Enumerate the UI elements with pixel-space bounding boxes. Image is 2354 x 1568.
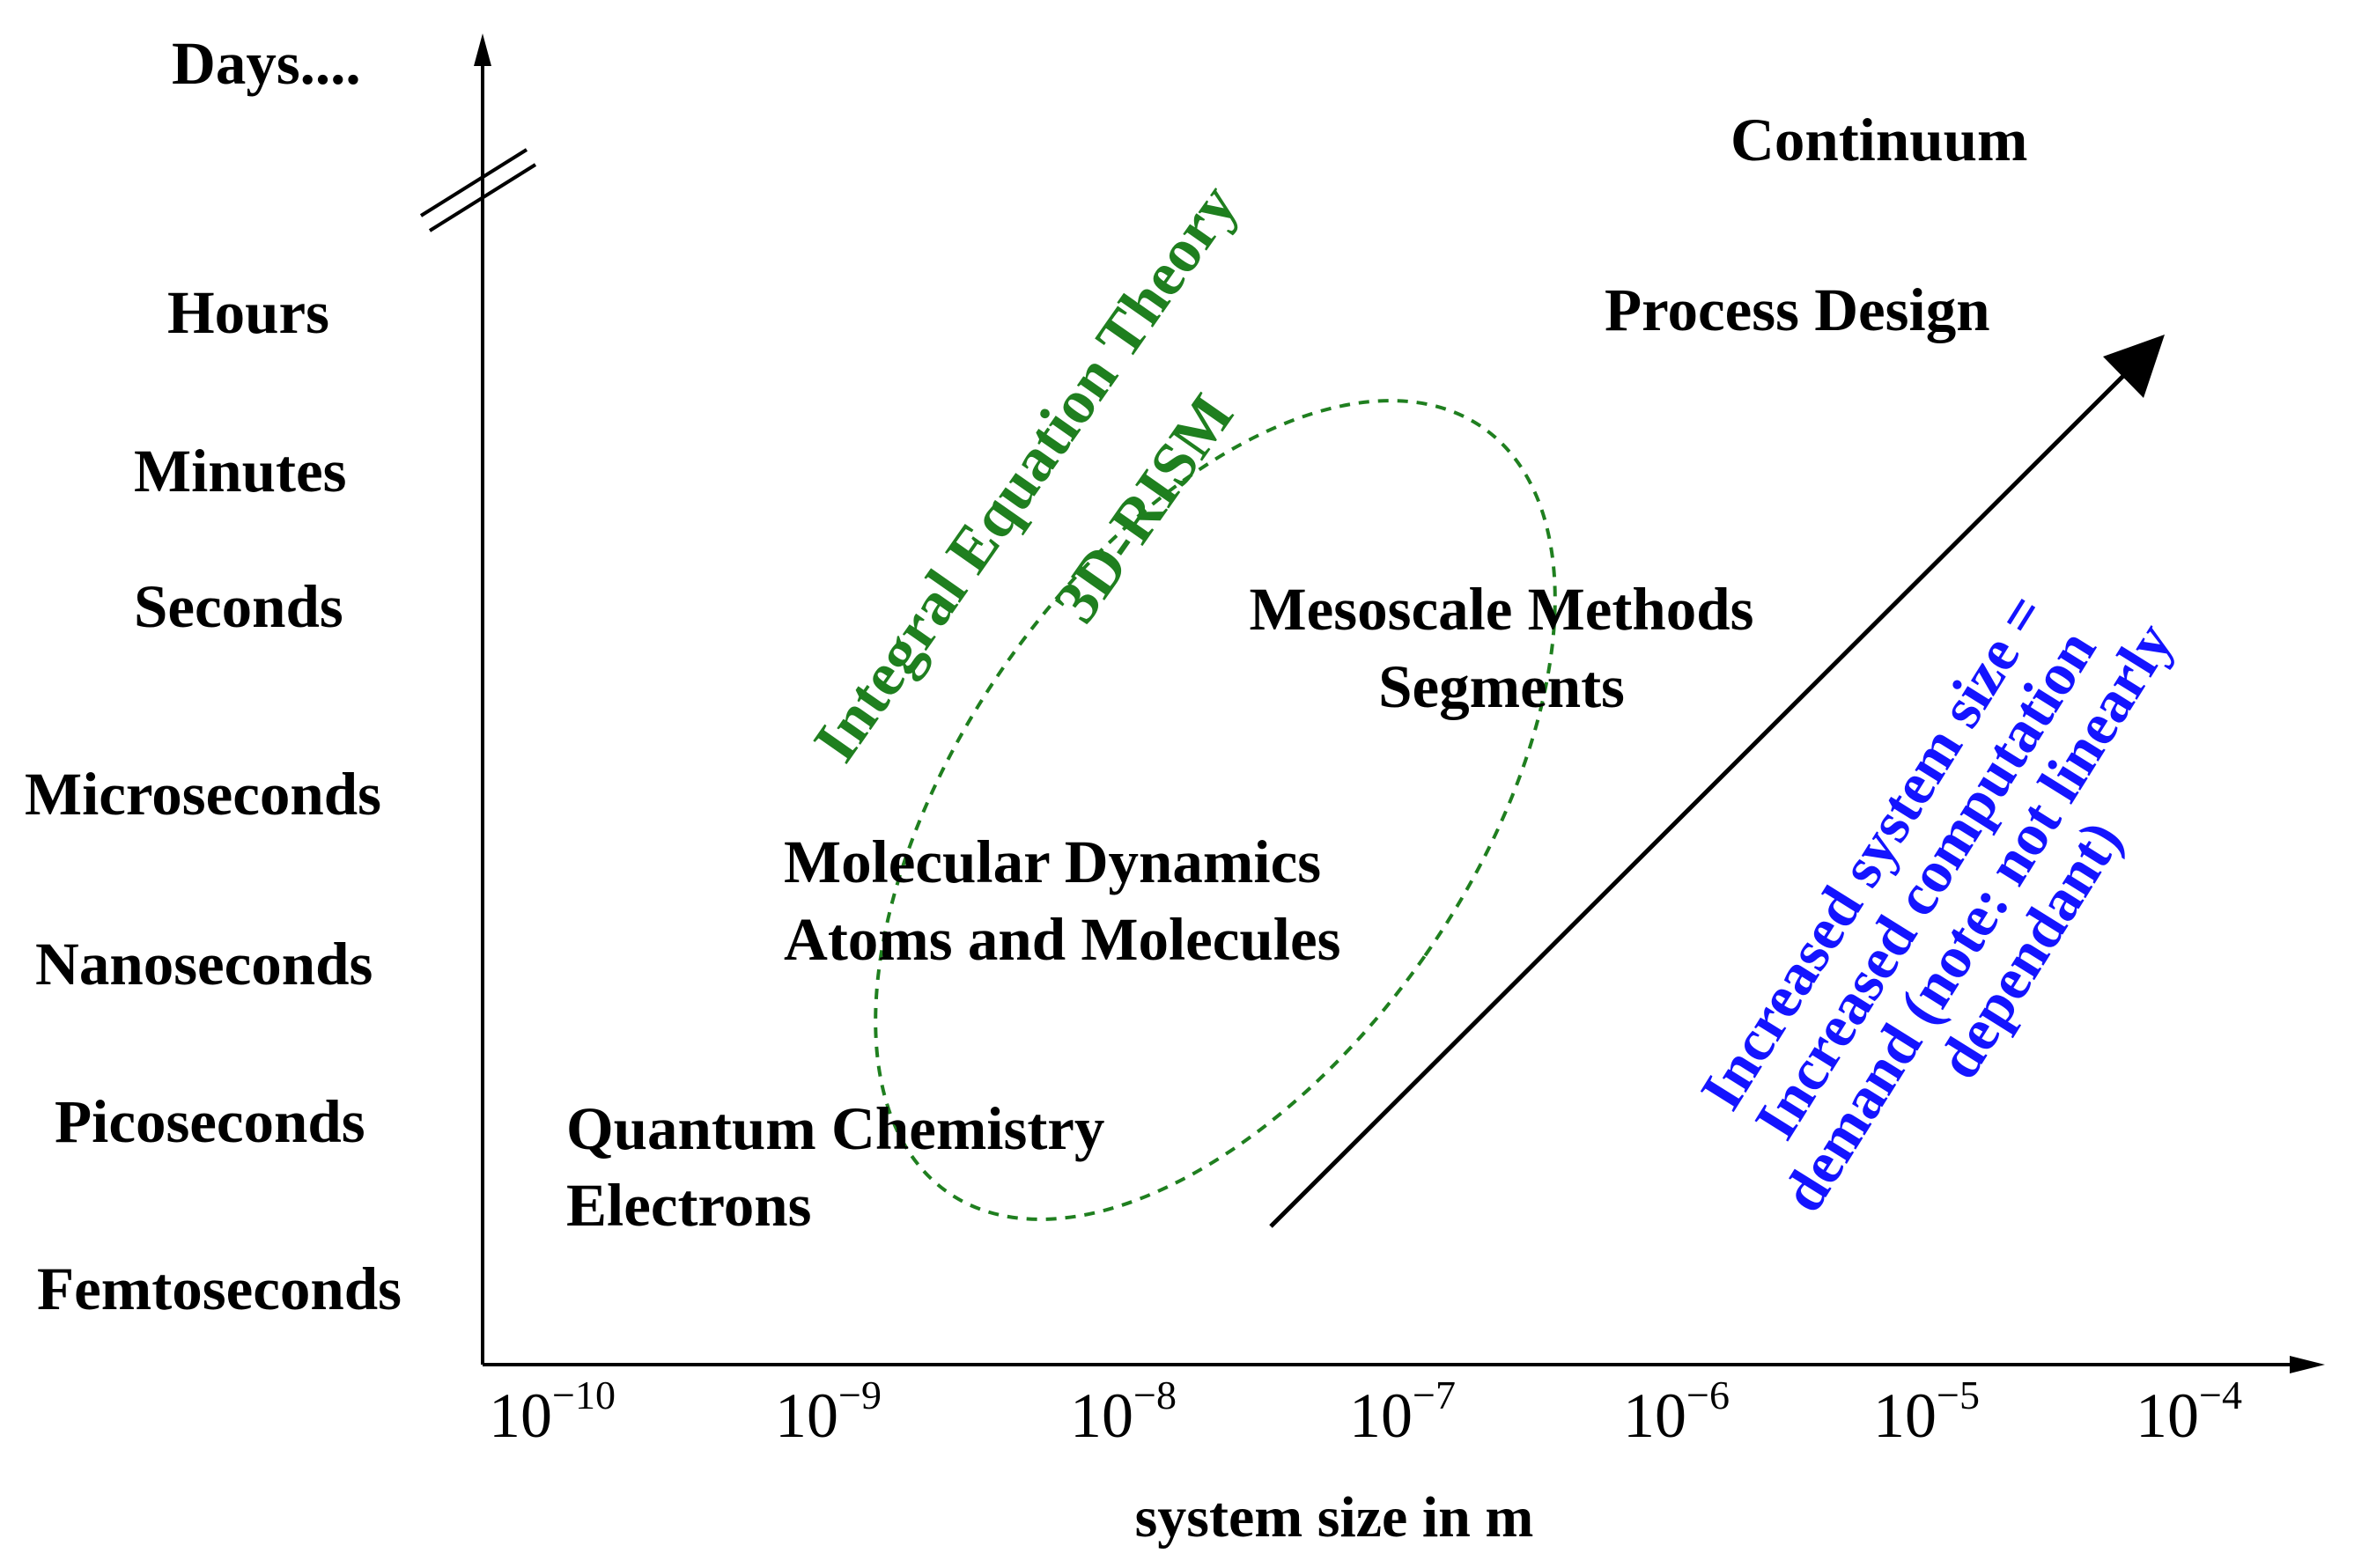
x-tick-label: 10−8 bbox=[1070, 1373, 1177, 1451]
region-qc-title: Quantum Chemistry bbox=[566, 1095, 1104, 1162]
x-tick-label: 10−4 bbox=[2136, 1373, 2242, 1451]
increase-arrowhead bbox=[2103, 335, 2165, 398]
y-label-seconds: Seconds bbox=[134, 573, 343, 640]
x-axis-arrowhead bbox=[2290, 1356, 2325, 1373]
y-label-picoseconds: Picoseconds bbox=[55, 1088, 365, 1155]
x-tick-label: 10−9 bbox=[775, 1373, 882, 1451]
region-md-title: Molecular Dynamics bbox=[784, 828, 1321, 895]
y-axis-break-mark bbox=[419, 148, 528, 217]
increase-arrow-line bbox=[1269, 366, 2133, 1228]
y-label-nanoseconds: Nanoseconds bbox=[35, 931, 373, 997]
region-mesoscale-title: Mesoscale Methods bbox=[1250, 576, 1754, 643]
region-qc-subtitle: Electrons bbox=[566, 1172, 812, 1239]
x-tick-label: 10−5 bbox=[1873, 1373, 1980, 1451]
y-label-minutes: Minutes bbox=[134, 438, 347, 504]
y-axis-break-mark bbox=[428, 163, 537, 232]
y-label-days: Days.... bbox=[172, 30, 361, 97]
y-axis-arrowhead bbox=[474, 33, 491, 66]
integral-theory-ellipse bbox=[874, 399, 1557, 1221]
x-tick-label: 10−7 bbox=[1349, 1373, 1456, 1451]
x-tick-label: 10−6 bbox=[1623, 1373, 1730, 1451]
region-continuum: Continuum bbox=[1730, 107, 2027, 173]
y-label-femtoseconds: Femtoseconds bbox=[37, 1255, 402, 1322]
x-tick-label: 10−10 bbox=[489, 1373, 616, 1451]
y-label-microseconds: Microseconds bbox=[25, 761, 381, 828]
region-md-subtitle: Atoms and Molecules bbox=[784, 906, 1340, 973]
x-axis-title: system size in m bbox=[1135, 1485, 1534, 1550]
region-process-design: Process Design bbox=[1605, 276, 1990, 343]
region-mesoscale-subtitle: Segments bbox=[1378, 653, 1625, 720]
y-label-hours: Hours bbox=[167, 279, 329, 346]
computation-note: Increased system size = Increased comput… bbox=[1687, 582, 2186, 1223]
